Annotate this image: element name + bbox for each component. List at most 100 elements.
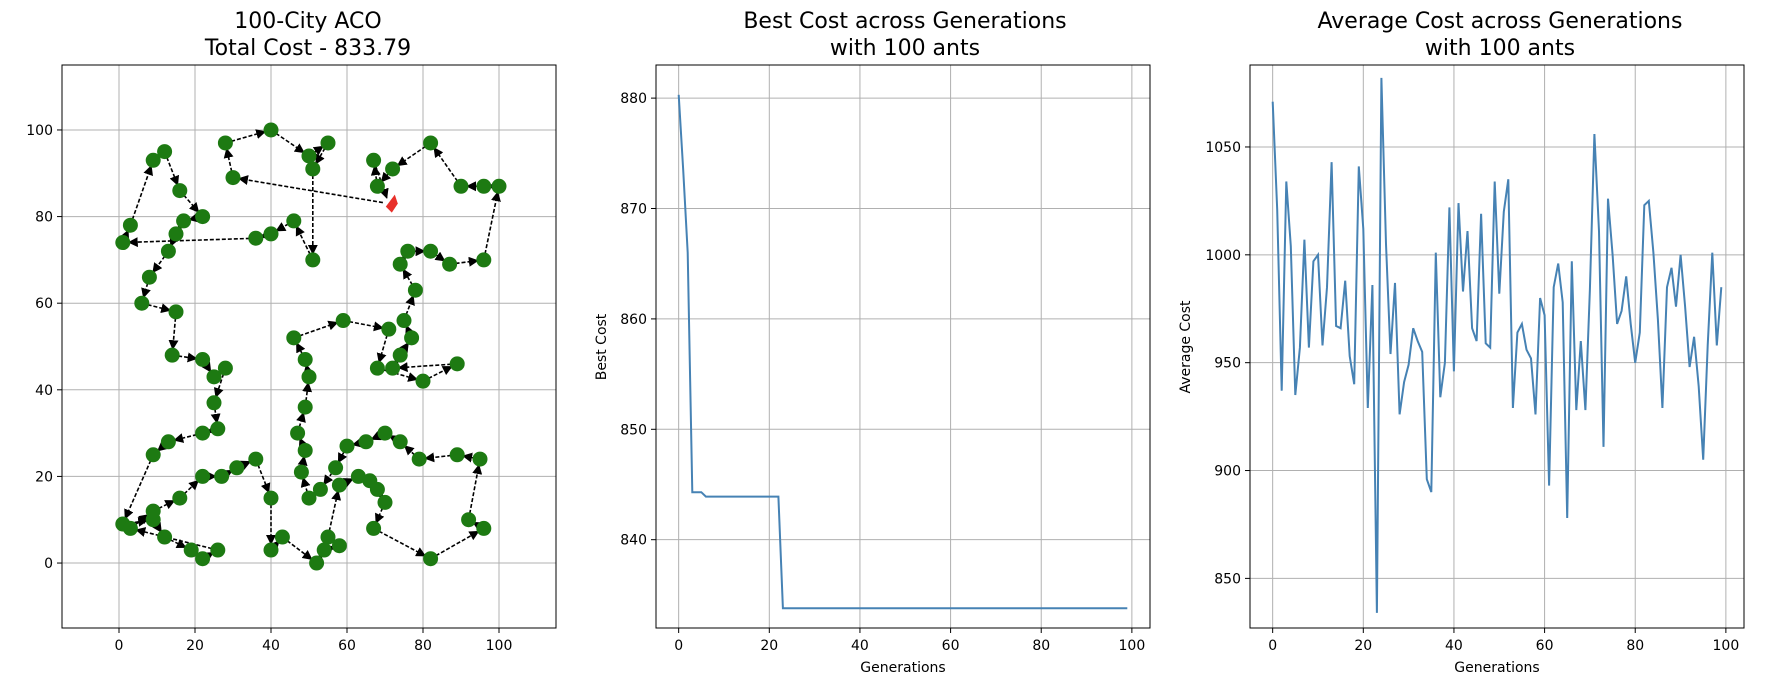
route-arrow — [462, 452, 475, 463]
aco-xtick-label: 100 — [486, 638, 513, 654]
city-point — [176, 213, 192, 229]
average-cost-xtick-label: 20 — [1354, 638, 1372, 654]
city-point — [312, 481, 328, 497]
route-arrow — [300, 476, 311, 493]
city-point — [335, 313, 351, 329]
aco-ytick-label: 80 — [35, 210, 53, 226]
route-arrow — [135, 527, 213, 550]
aco-xtick-label: 80 — [414, 638, 432, 654]
best-cost-ylabel: Best Cost — [594, 313, 610, 380]
city-point — [293, 464, 309, 480]
city-point — [407, 282, 423, 298]
city-point — [316, 542, 332, 558]
route-arrow — [178, 352, 198, 363]
aco-ytick-label: 20 — [35, 469, 53, 485]
route-arrow — [183, 479, 199, 495]
best-cost-ytick-label: 860 — [620, 312, 647, 328]
best-cost-axes-frame — [655, 64, 1151, 629]
aco-ytick-label: 100 — [26, 123, 53, 139]
city-point — [195, 468, 211, 484]
city-point — [301, 148, 317, 164]
city-point — [248, 230, 264, 246]
city-point — [263, 490, 279, 506]
city-point — [160, 434, 176, 450]
average-cost-ytick-label: 1000 — [1205, 248, 1241, 264]
route-arrow — [296, 411, 306, 428]
best-cost-ticks: 0 20 40 60 80 100 840 850 860 870 880 — [620, 91, 1145, 654]
city-point — [301, 369, 317, 385]
city-point — [385, 161, 401, 177]
city-point — [160, 243, 176, 259]
average-cost-axes-frame — [1249, 64, 1745, 629]
city-point — [214, 468, 230, 484]
route-arrow — [434, 251, 446, 262]
best-cost-line — [677, 94, 1128, 610]
route-arrow — [141, 282, 151, 299]
best-cost-xtick-label: 100 — [1119, 638, 1146, 654]
city-point — [225, 170, 241, 186]
city-point — [385, 360, 401, 376]
route-arrow — [275, 222, 289, 232]
city-point — [145, 447, 161, 463]
city-point — [320, 529, 336, 545]
route-arrow — [402, 268, 414, 286]
best-cost-ytick-label: 870 — [620, 202, 647, 218]
average-cost-xtick-label: 100 — [1713, 638, 1740, 654]
route-arrow — [396, 145, 427, 167]
aco-start-city — [385, 194, 398, 213]
city-point — [449, 356, 465, 372]
city-point — [297, 399, 313, 415]
route-arrow — [183, 194, 200, 213]
city-point — [411, 451, 427, 467]
city-point — [331, 538, 347, 554]
best-cost-xtick-label: 20 — [760, 638, 778, 654]
average-cost-xtick-label: 0 — [1268, 638, 1277, 654]
aco-ticks: 0 20 40 60 80 100 0 20 40 60 80 100 — [26, 123, 512, 654]
city-point — [115, 235, 131, 251]
aco-title-line-1: 100-City ACO — [234, 9, 381, 34]
average-cost-ytick-label: 900 — [1214, 464, 1241, 480]
city-point — [404, 330, 420, 346]
city-point — [476, 520, 492, 536]
best-cost-ytick-label: 850 — [620, 422, 647, 438]
best-cost-ytick-label: 880 — [620, 91, 647, 107]
route-arrow — [337, 451, 348, 464]
city-point — [195, 351, 211, 367]
route-arrow — [230, 129, 267, 143]
city-point — [157, 144, 173, 160]
city-point — [286, 330, 302, 346]
route-arrow — [328, 489, 342, 532]
city-point — [134, 295, 150, 311]
route-arrow — [370, 165, 381, 181]
city-point — [297, 351, 313, 367]
aco-cities — [115, 122, 507, 571]
best-cost-title-line-2: with 100 ants — [830, 36, 980, 61]
route-arrow — [166, 156, 180, 186]
route-arrow — [147, 303, 172, 314]
city-point — [377, 494, 393, 510]
average-cost-xtick-label: 60 — [1536, 638, 1554, 654]
route-arrow — [397, 362, 452, 373]
city-point — [366, 520, 382, 536]
route-arrow — [152, 255, 166, 274]
city-point — [305, 252, 321, 268]
city-point — [286, 213, 302, 229]
route-arrow — [158, 499, 176, 510]
city-point — [377, 425, 393, 441]
city-point — [297, 442, 313, 458]
city-point — [476, 178, 492, 194]
route-arrow — [124, 459, 152, 520]
average-cost-xtick-label: 80 — [1626, 638, 1644, 654]
city-point — [415, 373, 431, 389]
route-arrow — [223, 147, 234, 172]
city-point — [369, 178, 385, 194]
average-cost-ytick-label: 950 — [1214, 356, 1241, 372]
route-arrow — [315, 147, 326, 165]
route-arrow — [173, 433, 197, 443]
aco-route-panel: 100-City ACO Total Cost - 833.79 0 20 40 60… — [26, 9, 557, 654]
city-point — [350, 468, 366, 484]
city-point — [210, 542, 226, 558]
route-arrow — [380, 171, 392, 183]
city-point — [369, 481, 385, 497]
